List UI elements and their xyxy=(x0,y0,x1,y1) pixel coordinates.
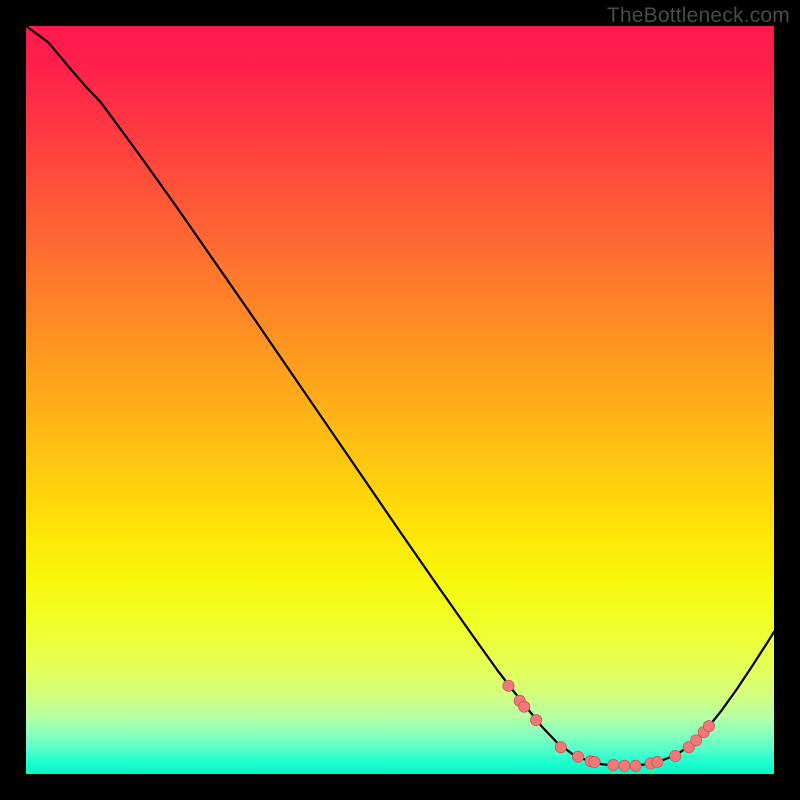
marker-dot xyxy=(608,759,619,770)
marker-dot xyxy=(670,750,681,761)
marker-dot xyxy=(630,760,641,771)
marker-dot xyxy=(555,741,566,752)
plot-area xyxy=(26,26,774,774)
marker-points xyxy=(503,680,715,771)
line-layer xyxy=(26,26,774,774)
marker-dot xyxy=(572,751,583,762)
watermark-text: TheBottleneck.com xyxy=(607,4,790,28)
chart-container: TheBottleneck.com xyxy=(0,0,800,800)
marker-dot xyxy=(519,701,530,712)
marker-dot xyxy=(619,760,630,771)
marker-dot xyxy=(703,721,714,732)
marker-dot xyxy=(531,715,542,726)
marker-dot xyxy=(503,680,514,691)
marker-dot xyxy=(589,756,600,767)
marker-dot xyxy=(652,756,663,767)
bottleneck-curve xyxy=(26,26,774,766)
